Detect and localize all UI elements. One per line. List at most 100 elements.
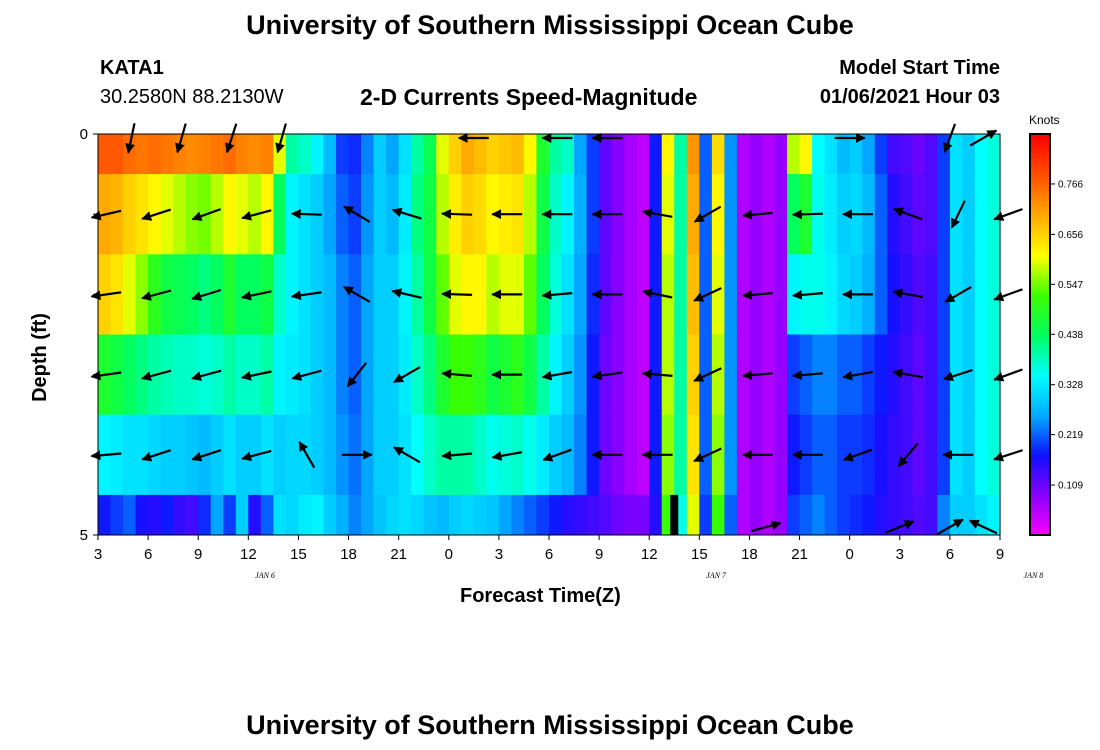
x-tick-label: 18	[741, 546, 758, 563]
colorbar-segment	[1030, 226, 1050, 230]
heatmap-cell	[511, 414, 525, 496]
heatmap-cell	[774, 334, 788, 416]
x-tick-label: 3	[896, 546, 904, 563]
colorbar-segment	[1030, 367, 1050, 371]
current-vector-arrow	[944, 285, 972, 303]
heatmap-cell	[599, 494, 613, 535]
current-vector-arrow	[191, 208, 222, 221]
colorbar-segment	[1030, 372, 1050, 376]
colorbar-segment	[1030, 234, 1050, 238]
heatmap-cell	[987, 334, 1001, 416]
heatmap-cell	[924, 414, 938, 496]
heatmap-cell	[824, 334, 838, 416]
heatmap-cell	[323, 174, 337, 255]
colorbar-segment	[1030, 527, 1050, 531]
heatmap-cell	[511, 494, 525, 535]
heatmap-cell	[661, 134, 675, 175]
current-vector-arrow	[993, 288, 1023, 302]
heatmap-cell	[624, 134, 638, 175]
heatmap-cell	[774, 174, 788, 255]
colorbar-segment	[1030, 497, 1050, 501]
heatmap-cell	[523, 254, 538, 336]
current-vector-arrow	[90, 450, 122, 461]
heatmap-cell	[924, 494, 938, 535]
heatmap-cell	[298, 134, 312, 175]
heatmap-cell	[774, 134, 788, 175]
colorbar-segment	[1030, 261, 1050, 265]
current-vector-arrow	[391, 207, 422, 220]
current-vector-arrow	[191, 369, 222, 381]
heatmap-cell	[323, 134, 337, 175]
heatmap-cell	[636, 174, 650, 255]
colorbar-segment	[1030, 316, 1050, 321]
heatmap-cell	[411, 414, 425, 496]
current-vector-arrow	[541, 370, 573, 381]
current-vector-arrow	[491, 450, 523, 461]
heatmap-cell	[874, 414, 888, 496]
colorbar-segment	[1030, 474, 1050, 478]
current-vector-arrow	[441, 289, 473, 300]
heatmap-cell	[949, 134, 964, 175]
heatmap-cell	[98, 494, 112, 535]
heatmap-cell	[260, 134, 274, 175]
heatmap-cell	[636, 254, 650, 336]
heatmap-cell	[361, 254, 375, 336]
heatmap-cell	[686, 254, 700, 336]
y-tick-label: 0	[80, 126, 88, 143]
heatmap-cell	[949, 494, 964, 535]
colorbar-segment	[1030, 504, 1050, 509]
heatmap-cell	[386, 174, 400, 255]
heatmap-cell	[336, 134, 350, 175]
heatmap-cell	[373, 334, 387, 416]
colorbar-tick-label: 0.219	[1058, 430, 1083, 441]
heatmap-cell	[736, 494, 751, 535]
colorbar-segment	[1030, 196, 1050, 200]
heatmap-cell	[148, 494, 162, 535]
colorbar-segment	[1030, 191, 1050, 195]
heatmap-cell	[711, 334, 725, 416]
current-vector-arrow	[950, 200, 966, 229]
heatmap-cell	[812, 334, 826, 416]
heatmap-cell	[260, 254, 274, 336]
heatmap-cell	[298, 414, 312, 496]
current-vector-arrow	[993, 208, 1023, 221]
colorbar-segment	[1030, 447, 1050, 451]
colorbar-segment	[1030, 529, 1050, 534]
colorbar-segment	[1030, 159, 1050, 163]
colorbar-segment	[1030, 241, 1050, 245]
heatmap-cell	[248, 134, 262, 175]
colorbar-units: Knots	[1029, 113, 1060, 127]
heatmap-cell	[924, 134, 938, 175]
heatmap-cell	[411, 334, 425, 416]
colorbar-segment	[1030, 524, 1050, 529]
x-tick-label: 12	[240, 546, 257, 563]
current-vector-arrow	[225, 123, 238, 154]
heatmap-cell	[135, 134, 149, 175]
colorbar-segment	[1030, 357, 1050, 361]
x-tick-label: 15	[290, 546, 307, 563]
heatmap-cell	[874, 334, 888, 416]
y-axis-label: Depth (ft)	[28, 313, 51, 402]
heatmap-cell	[135, 254, 149, 336]
colorbar-segment	[1030, 334, 1050, 338]
heatmap-cell	[736, 134, 751, 175]
colorbar-segment	[1030, 239, 1050, 243]
heatmap-cell	[135, 494, 149, 535]
heatmap-cell	[724, 494, 738, 535]
colorbar-segment	[1030, 211, 1050, 215]
current-vector-arrow	[693, 367, 722, 382]
heatmap-cell	[285, 334, 300, 416]
heatmap-cell	[223, 414, 237, 496]
heatmap-cell	[812, 254, 826, 336]
heatmap-cell	[423, 494, 437, 535]
colorbar-segment	[1030, 184, 1050, 188]
heatmap-cell	[260, 334, 274, 416]
colorbar-segment	[1030, 161, 1050, 165]
colorbar-segment	[1030, 477, 1050, 481]
current-vector-arrow	[393, 446, 421, 464]
heatmap-cell	[185, 174, 199, 255]
heatmap-cell	[386, 254, 400, 336]
colorbar-segment	[1030, 369, 1050, 373]
heatmap-cell	[423, 174, 437, 255]
heatmap-cell	[148, 134, 162, 175]
